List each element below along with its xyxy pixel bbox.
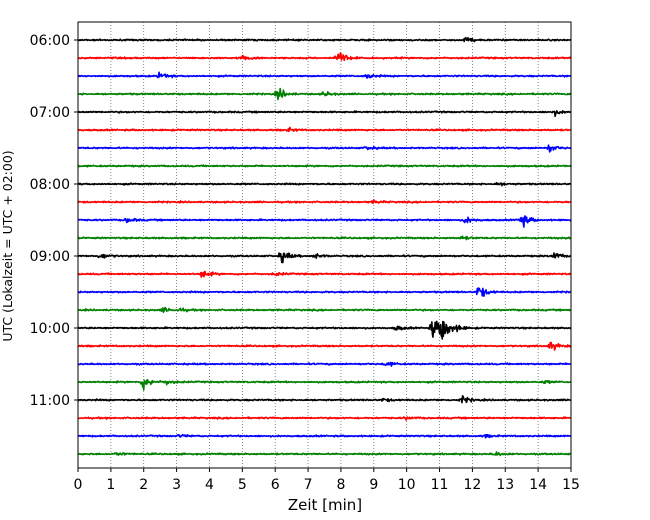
y-tick-label: 09:00 — [30, 249, 70, 265]
trace-0600 — [77, 36, 572, 43]
trace-1130 — [77, 433, 572, 439]
x-tick-label: 9 — [369, 477, 378, 493]
trace-0930 — [77, 287, 572, 297]
trace-0715 — [77, 126, 572, 133]
trace-1115 — [77, 416, 572, 421]
x-axis-ticks: 0 1 2 3 4 5 6 7 8 9 10 11 12 13 14 15 — [74, 468, 580, 493]
trace-0615 — [77, 52, 572, 62]
trace-0915 — [77, 270, 572, 278]
plot-frame — [77, 21, 572, 469]
grid-lines — [110, 22, 539, 468]
x-tick-label: 5 — [238, 477, 247, 493]
x-tick-label: 1 — [106, 477, 115, 493]
trace-1145 — [77, 451, 572, 457]
x-tick-label: 7 — [304, 477, 313, 493]
x-tick-label: 10 — [398, 477, 416, 493]
trace-0830 — [77, 215, 572, 228]
trace-0745 — [77, 164, 572, 168]
y-tick-label: 11:00 — [30, 393, 70, 409]
y-axis-label: UTC (Lokalzeit = UTC + 02:00) — [0, 150, 15, 341]
trace-0700 — [77, 110, 572, 118]
x-tick-label: 4 — [205, 477, 214, 493]
x-tick-label: 8 — [336, 477, 345, 493]
trace-0945 — [77, 306, 572, 314]
trace-0900 — [77, 252, 572, 264]
y-tick-label: 10:00 — [30, 321, 70, 337]
trace-1000 — [77, 320, 572, 340]
trace-0630 — [77, 71, 572, 79]
y-tick-label: 08:00 — [30, 177, 70, 193]
x-tick-label: 3 — [172, 477, 181, 493]
trace-1030 — [77, 361, 572, 367]
y-axis-ticks: 06:00 07:00 08:00 09:00 10:00 11:00 — [30, 33, 78, 409]
x-tick-label: 12 — [463, 477, 481, 493]
x-tick-label: 15 — [562, 477, 580, 493]
trace-0800 — [77, 181, 572, 187]
trace-0645 — [77, 87, 572, 101]
x-tick-label: 14 — [529, 477, 547, 493]
x-tick-label: 11 — [431, 477, 449, 493]
x-tick-label: 13 — [496, 477, 514, 493]
trace-0845 — [77, 235, 572, 241]
trace-1015 — [77, 341, 572, 351]
trace-0815 — [77, 199, 572, 204]
trace-1045 — [77, 378, 572, 391]
traces — [77, 36, 572, 457]
y-tick-label: 07:00 — [30, 105, 70, 121]
x-axis-label: Zeit [min] — [288, 496, 362, 514]
trace-0730 — [77, 144, 572, 153]
x-tick-label: 0 — [74, 477, 83, 493]
x-tick-label: 6 — [271, 477, 280, 493]
y-tick-label: 06:00 — [30, 33, 70, 49]
x-tick-label: 2 — [139, 477, 148, 493]
trace-1100 — [77, 395, 572, 404]
